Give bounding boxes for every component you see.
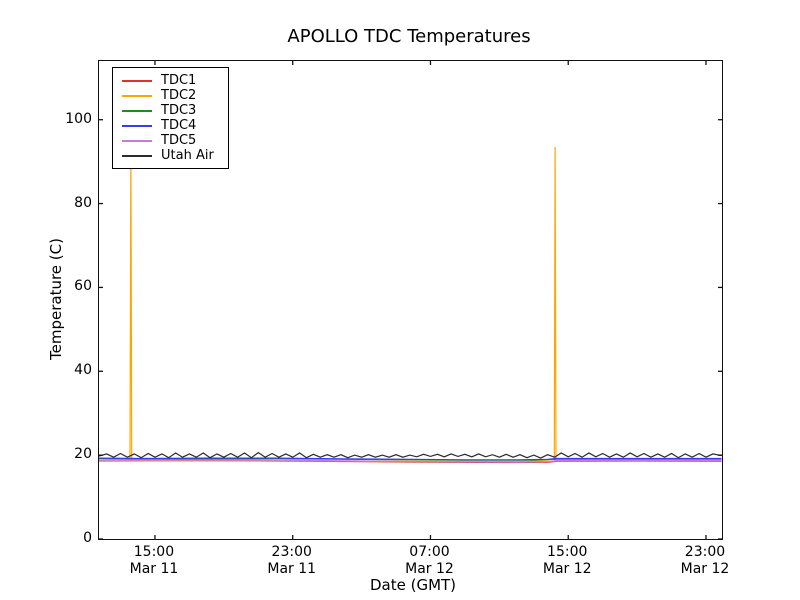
- legend-line-swatch-tdc1: [122, 79, 152, 82]
- x-axis-label: Date (GMT): [369, 576, 457, 594]
- legend-item-tdc2: TDC2: [122, 88, 214, 103]
- legend: TDC1 TDC2 TDC3 TDC4 TDC5 Utah Air: [112, 67, 229, 169]
- legend-item-tdc4: TDC4: [122, 118, 214, 133]
- legend-line-swatch-utah-air: [122, 154, 152, 157]
- x-tick-label: 15:00 Mar 12: [542, 544, 592, 577]
- series-line-tdc2: [99, 146, 722, 463]
- legend-label-tdc5: TDC5: [161, 133, 197, 148]
- series-line-utah-air: [99, 451, 722, 459]
- legend-label-tdc1: TDC1: [161, 73, 197, 88]
- plot-canvas: [99, 61, 722, 539]
- x-tick-label: 23:00 Mar 12: [680, 544, 730, 577]
- legend-line-swatch-tdc5: [122, 139, 152, 142]
- legend-label-tdc2: TDC2: [161, 88, 197, 103]
- y-axis-label: Temperature (C): [47, 238, 65, 360]
- legend-item-tdc1: TDC1: [122, 73, 214, 88]
- legend-item-tdc3: TDC3: [122, 103, 214, 118]
- legend-label-tdc4: TDC4: [161, 118, 197, 133]
- legend-line-swatch-tdc3: [122, 109, 152, 112]
- x-tick-label: 07:00 Mar 12: [405, 544, 454, 577]
- legend-item-utah-air: Utah Air: [122, 148, 214, 163]
- series-line-tdc4: [99, 457, 722, 461]
- x-tick-label: 15:00 Mar 11: [129, 544, 179, 577]
- y-tick-label: 0: [83, 530, 92, 546]
- legend-line-swatch-tdc2: [122, 94, 152, 97]
- y-tick-label: 20: [74, 446, 92, 463]
- y-tick-label: 80: [74, 194, 92, 211]
- legend-label-utah-air: Utah Air: [161, 148, 214, 163]
- x-tick-label: 23:00 Mar 11: [267, 544, 317, 577]
- legend-line-swatch-tdc4: [122, 124, 152, 127]
- chart-title: APOLLO TDC Temperatures: [287, 26, 531, 47]
- y-tick-label: 100: [65, 110, 92, 127]
- y-tick-label: 60: [74, 278, 92, 295]
- legend-item-tdc5: TDC5: [122, 133, 214, 148]
- series-line-tdc5: [99, 459, 722, 463]
- y-tick-label: 40: [74, 362, 92, 379]
- legend-label-tdc3: TDC3: [161, 103, 197, 118]
